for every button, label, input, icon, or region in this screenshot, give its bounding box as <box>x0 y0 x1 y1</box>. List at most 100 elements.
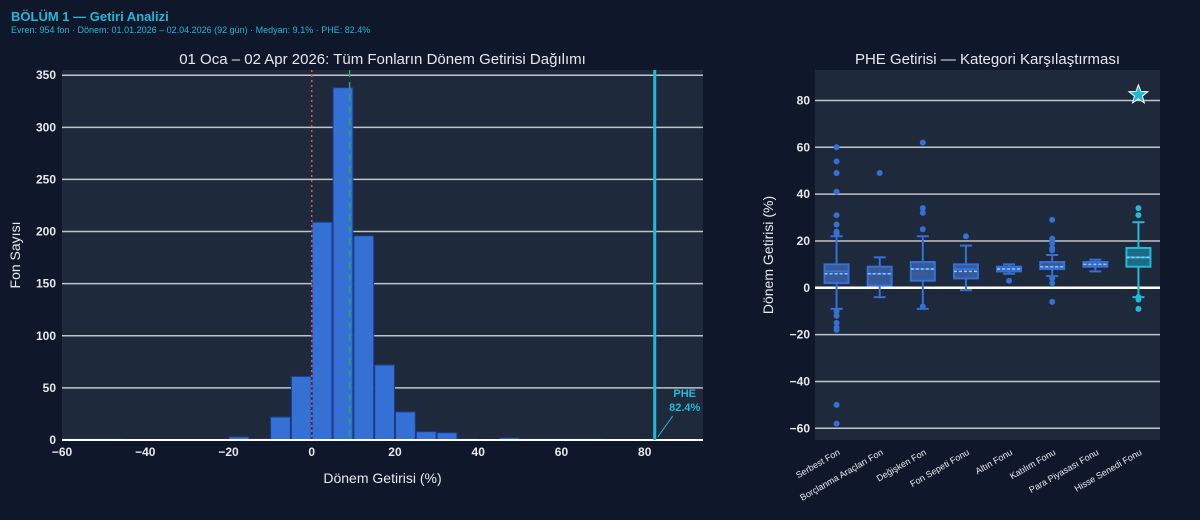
category-label: Altın Fonu <box>974 447 1015 476</box>
outlier-point <box>1049 247 1056 254</box>
histogram-bar <box>249 438 271 441</box>
plot-area <box>62 70 703 440</box>
y-tick-label: 60 <box>797 140 811 154</box>
histogram-bar <box>82 438 104 441</box>
y-tick-label: 200 <box>36 225 56 239</box>
x-tick-label: 20 <box>388 445 402 459</box>
y-tick-label: −40 <box>790 374 811 388</box>
histogram-bar <box>290 375 312 441</box>
y-tick-label: 40 <box>797 187 811 201</box>
x-tick-label: −20 <box>218 445 239 459</box>
histogram-bar <box>353 235 375 441</box>
category-label: Para Piyasası Fonu <box>1027 447 1100 495</box>
outlier-point <box>919 139 926 146</box>
boxplot-y-axis-label: Dönem Getirisi (%) <box>760 196 776 314</box>
histogram-bar <box>457 438 479 441</box>
histogram-bar <box>332 87 354 441</box>
outlier-point <box>1135 212 1142 219</box>
histogram-bar <box>394 411 416 441</box>
histogram-bar <box>311 221 333 441</box>
outlier-point <box>1049 237 1056 244</box>
outlier-point <box>1049 244 1056 251</box>
y-tick-label: 300 <box>36 120 56 134</box>
x-tick-label: −60 <box>52 445 73 459</box>
histogram-bar <box>582 438 604 441</box>
box-iqr <box>996 265 1023 273</box>
histogram-bar <box>436 432 458 441</box>
histogram-bar <box>228 436 250 441</box>
x-tick-label: 80 <box>638 445 652 459</box>
category-label: Borçlanma Araçları Fon <box>798 447 884 503</box>
box-iqr <box>1039 261 1066 271</box>
outlier-point <box>833 144 840 151</box>
y-tick-label: 0 <box>803 281 810 295</box>
box-iqr <box>1082 261 1109 268</box>
category-label: Katılım Fonu <box>1008 447 1057 481</box>
outlier-point <box>833 308 840 315</box>
outlier-point <box>962 233 969 240</box>
y-tick-label: −20 <box>790 328 811 342</box>
histogram-y-axis-label: Fon Sayısı <box>7 222 23 289</box>
y-tick-label: 150 <box>36 277 56 291</box>
outlier-point <box>1135 294 1142 301</box>
section-title: BÖLÜM 1 — Getiri Analizi <box>11 9 169 24</box>
y-tick-label: 80 <box>797 93 811 107</box>
outlier-point <box>833 420 840 427</box>
x-tick-label: −40 <box>135 445 156 459</box>
outlier-point <box>833 212 840 219</box>
phe-annotation-label: PHE <box>673 388 696 400</box>
y-tick-label: 50 <box>43 381 57 395</box>
x-tick-label: 40 <box>472 445 486 459</box>
histogram-bar <box>561 438 583 441</box>
outlier-point <box>1049 298 1056 305</box>
section-subtitle: Evren: 954 fon · Dönem: 01.01.2026 – 02.… <box>11 25 371 35</box>
y-tick-label: 250 <box>36 172 56 186</box>
outlier-point <box>833 170 840 177</box>
x-tick-label: 60 <box>555 445 569 459</box>
y-tick-label: 20 <box>797 234 811 248</box>
category-label: Serbest Fon <box>794 447 841 480</box>
outlier-point <box>1135 296 1142 303</box>
outlier-point <box>1135 305 1142 312</box>
box-iqr <box>823 263 850 285</box>
histogram-bar <box>519 438 541 441</box>
outlier-point <box>833 326 840 333</box>
outlier-point <box>876 170 883 177</box>
outlier-point <box>1049 240 1056 247</box>
category-label: Fon Sepeti Fonu <box>908 447 971 489</box>
histogram-bar <box>374 364 395 441</box>
outlier-point <box>1049 280 1056 287</box>
phe-star-marker <box>1127 83 1150 105</box>
outlier-point <box>1049 235 1056 242</box>
box-iqr <box>909 261 936 282</box>
histogram-bar <box>499 437 520 441</box>
category-label: Değişken Fon <box>875 447 928 483</box>
outlier-point <box>919 226 926 233</box>
histogram-x-axis-label: Dönem Getirisi (%) <box>323 470 441 486</box>
histogram-bar <box>415 431 437 441</box>
plot-area <box>815 70 1160 440</box>
histogram-bar <box>62 438 83 441</box>
outlier-point <box>1006 277 1013 284</box>
outlier-point <box>833 228 840 235</box>
outlier-point <box>833 324 840 331</box>
outlier-point <box>1049 216 1056 223</box>
histogram-bar <box>103 438 125 441</box>
outlier-point <box>833 230 840 237</box>
phe-annotation-value: 82.4% <box>669 402 700 414</box>
annotation-arrow <box>657 415 674 438</box>
y-tick-label: 350 <box>36 68 56 82</box>
outlier-point <box>1135 205 1142 212</box>
x-tick-label: 0 <box>308 445 315 459</box>
outlier-point <box>919 209 926 216</box>
outlier-point <box>833 319 840 326</box>
y-tick-label: 0 <box>49 433 56 447</box>
box-iqr <box>866 265 893 287</box>
outlier-point <box>1049 275 1056 282</box>
histogram-title: 01 Oca – 02 Apr 2026: Tüm Fonların Dönem… <box>179 51 586 68</box>
outlier-point <box>833 312 840 319</box>
outlier-point <box>833 188 840 195</box>
boxplot-title: PHE Getirisi — Kategori Karşılaştırması <box>855 51 1120 68</box>
